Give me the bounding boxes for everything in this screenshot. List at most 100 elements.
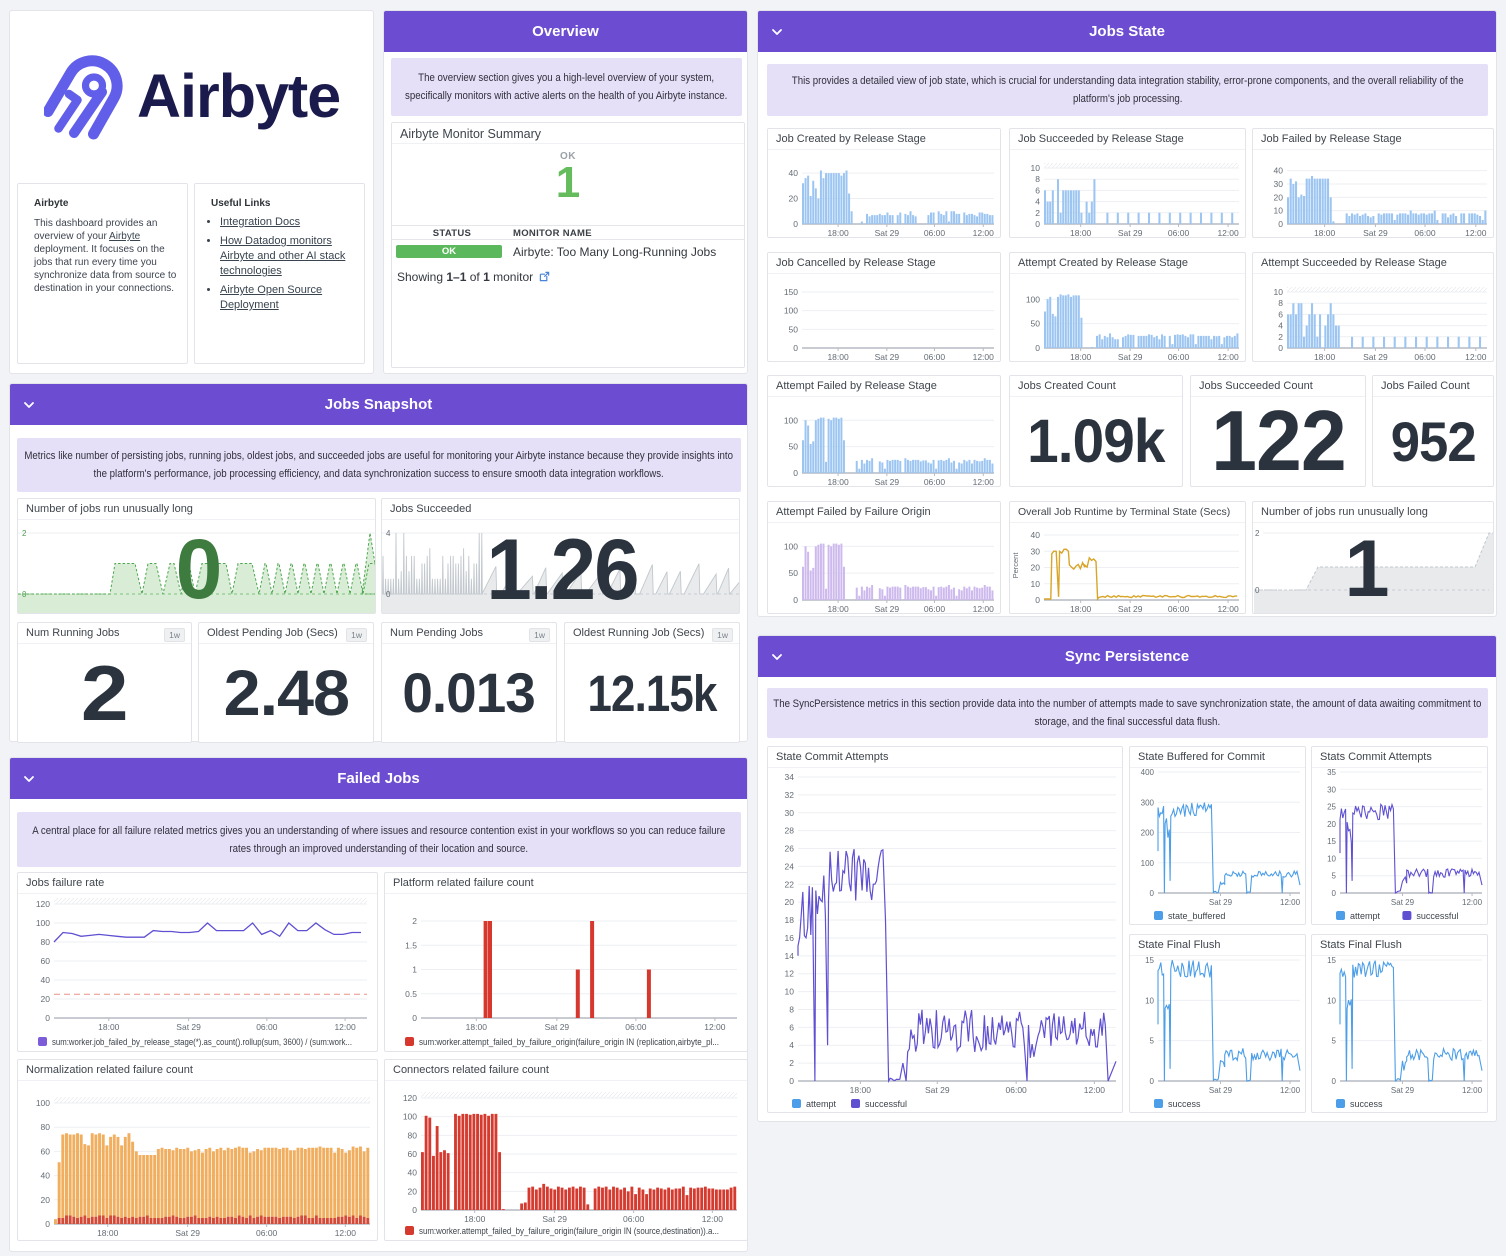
svg-text:16: 16 bbox=[785, 933, 795, 943]
svg-text:18:00: 18:00 bbox=[827, 228, 849, 237]
svg-text:40: 40 bbox=[408, 1168, 418, 1178]
svg-text:06:00: 06:00 bbox=[1168, 604, 1190, 613]
svg-text:successful: successful bbox=[1416, 911, 1458, 921]
svg-text:20: 20 bbox=[408, 1186, 418, 1196]
svg-text:12:00: 12:00 bbox=[1465, 228, 1487, 237]
svg-text:12:00: 12:00 bbox=[335, 1228, 357, 1238]
svg-text:28: 28 bbox=[785, 826, 795, 836]
svg-text:18:00: 18:00 bbox=[1314, 352, 1336, 361]
svg-text:6: 6 bbox=[1035, 185, 1040, 195]
svg-text:5: 5 bbox=[1332, 1037, 1337, 1046]
svg-text:attempt: attempt bbox=[1350, 911, 1381, 921]
svg-text:0: 0 bbox=[386, 590, 391, 599]
svg-text:12:00: 12:00 bbox=[1280, 898, 1301, 907]
svg-text:150: 150 bbox=[784, 287, 798, 297]
svg-text:12:00: 12:00 bbox=[1462, 898, 1483, 907]
svg-text:50: 50 bbox=[1031, 319, 1041, 329]
svg-text:15: 15 bbox=[1327, 837, 1336, 846]
svg-text:12:00: 12:00 bbox=[973, 604, 995, 613]
svg-text:sum:worker.job_failed_by_relea: sum:worker.job_failed_by_release_stage(*… bbox=[52, 1037, 352, 1047]
svg-text:120: 120 bbox=[403, 1093, 417, 1103]
svg-text:10: 10 bbox=[1031, 579, 1041, 589]
svg-text:1: 1 bbox=[412, 965, 417, 975]
svg-text:4: 4 bbox=[386, 529, 391, 538]
svg-text:40: 40 bbox=[41, 975, 51, 985]
svg-text:2: 2 bbox=[789, 1058, 794, 1068]
svg-text:50: 50 bbox=[789, 324, 799, 334]
svg-text:80: 80 bbox=[408, 1130, 418, 1140]
svg-text:80: 80 bbox=[41, 1122, 51, 1132]
svg-text:06:00: 06:00 bbox=[924, 352, 946, 361]
svg-text:25: 25 bbox=[1327, 803, 1336, 812]
svg-text:12:00: 12:00 bbox=[1462, 1086, 1483, 1095]
svg-text:18:00: 18:00 bbox=[1070, 352, 1092, 361]
svg-text:sum:worker.attempt_failed_by_f: sum:worker.attempt_failed_by_failure_ori… bbox=[419, 1226, 719, 1236]
svg-text:10: 10 bbox=[1145, 996, 1154, 1005]
svg-text:18:00: 18:00 bbox=[97, 1228, 119, 1238]
svg-text:0: 0 bbox=[176, 522, 223, 613]
svg-text:18:00: 18:00 bbox=[827, 477, 849, 486]
svg-text:400: 400 bbox=[1141, 768, 1155, 777]
svg-text:06:00: 06:00 bbox=[623, 1214, 645, 1224]
svg-text:06:00: 06:00 bbox=[924, 604, 946, 613]
svg-text:34: 34 bbox=[785, 772, 795, 782]
svg-text:14: 14 bbox=[785, 951, 795, 961]
svg-text:0: 0 bbox=[45, 1013, 50, 1023]
svg-text:Sat 29: Sat 29 bbox=[545, 1022, 570, 1032]
svg-text:success: success bbox=[1350, 1099, 1383, 1109]
svg-text:8: 8 bbox=[1278, 298, 1283, 308]
svg-text:40: 40 bbox=[41, 1171, 51, 1181]
svg-text:30: 30 bbox=[1327, 785, 1336, 794]
svg-text:80: 80 bbox=[41, 937, 51, 947]
svg-text:30: 30 bbox=[1274, 179, 1284, 189]
svg-text:0: 0 bbox=[1035, 343, 1040, 353]
svg-text:06:00: 06:00 bbox=[924, 477, 946, 486]
svg-text:10: 10 bbox=[1327, 996, 1336, 1005]
svg-text:12:00: 12:00 bbox=[1217, 228, 1239, 237]
svg-text:100: 100 bbox=[36, 1098, 50, 1108]
svg-text:6: 6 bbox=[789, 1022, 794, 1032]
svg-text:0: 0 bbox=[412, 1013, 417, 1023]
svg-text:12:00: 12:00 bbox=[973, 352, 995, 361]
svg-text:100: 100 bbox=[784, 541, 798, 551]
svg-text:120: 120 bbox=[36, 899, 50, 909]
svg-text:60: 60 bbox=[41, 1146, 51, 1156]
svg-text:40: 40 bbox=[789, 168, 799, 178]
svg-text:12:00: 12:00 bbox=[704, 1022, 726, 1032]
svg-text:attempt: attempt bbox=[806, 1099, 837, 1109]
svg-text:12:00: 12:00 bbox=[334, 1022, 356, 1032]
svg-text:26: 26 bbox=[785, 844, 795, 854]
svg-text:state_buffered: state_buffered bbox=[1168, 911, 1225, 921]
svg-text:Sat 29: Sat 29 bbox=[875, 228, 900, 237]
svg-text:Percent: Percent bbox=[1011, 552, 1020, 579]
svg-text:0: 0 bbox=[789, 1076, 794, 1086]
svg-text:Sat 29: Sat 29 bbox=[176, 1022, 201, 1032]
svg-text:18:00: 18:00 bbox=[98, 1022, 120, 1032]
svg-text:20: 20 bbox=[1274, 192, 1284, 202]
svg-text:10: 10 bbox=[1031, 163, 1041, 173]
svg-text:4: 4 bbox=[1035, 197, 1040, 207]
svg-text:200: 200 bbox=[1141, 829, 1155, 838]
svg-text:10: 10 bbox=[785, 987, 795, 997]
svg-text:22: 22 bbox=[785, 879, 795, 889]
svg-text:4: 4 bbox=[789, 1040, 794, 1050]
svg-text:Sat 29: Sat 29 bbox=[925, 1085, 950, 1095]
svg-text:60: 60 bbox=[408, 1149, 418, 1159]
svg-text:2: 2 bbox=[1035, 208, 1040, 218]
svg-text:06:00: 06:00 bbox=[924, 228, 946, 237]
svg-text:20: 20 bbox=[1327, 820, 1336, 829]
svg-text:0: 0 bbox=[1278, 219, 1283, 229]
svg-text:100: 100 bbox=[784, 306, 798, 316]
svg-text:06:00: 06:00 bbox=[256, 1022, 278, 1032]
svg-text:18:00: 18:00 bbox=[1070, 228, 1092, 237]
svg-text:1: 1 bbox=[1344, 524, 1389, 613]
svg-text:0: 0 bbox=[1332, 889, 1337, 898]
svg-text:100: 100 bbox=[1141, 859, 1155, 868]
svg-text:success: success bbox=[1168, 1099, 1201, 1109]
svg-text:15: 15 bbox=[1145, 956, 1154, 965]
svg-text:18:00: 18:00 bbox=[464, 1214, 486, 1224]
svg-text:12:00: 12:00 bbox=[1217, 604, 1239, 613]
svg-text:35: 35 bbox=[1327, 768, 1336, 777]
svg-text:18:00: 18:00 bbox=[827, 604, 849, 613]
svg-text:12:00: 12:00 bbox=[973, 477, 995, 486]
